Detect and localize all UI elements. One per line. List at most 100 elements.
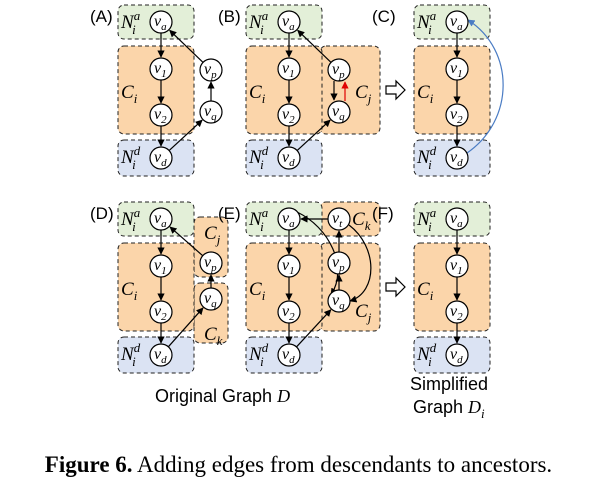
node-v1-d-circle (149, 254, 173, 278)
descendant-label-e: Nd i (248, 340, 269, 369)
node-v2-a-circle (149, 103, 173, 127)
edge-vd-vq-d (167, 307, 204, 348)
node-v1-a-label: v1 (154, 60, 167, 80)
ancestor-label-c: Na i (416, 8, 436, 37)
node-v2-e-label: v2 (282, 303, 295, 323)
node-vd-d-label: vd (154, 346, 167, 366)
descendant-label-f: Nd i (416, 340, 437, 369)
node-vd-b-circle (277, 146, 301, 170)
node-vq-a-circle (199, 100, 223, 124)
ancestor-label-e: Na i (248, 205, 268, 234)
edge-va-vq-e (296, 211, 339, 296)
node-vd-d-circle (149, 343, 173, 367)
node-vq-b-label: vq (332, 103, 345, 123)
node-va-d-label: va (154, 210, 167, 230)
node-vq-e-label: vq (332, 292, 345, 312)
node-vp-b-label: vp (332, 61, 345, 81)
node-vt-e-label: vt (332, 210, 343, 230)
node-vq-a-label: vq (204, 103, 217, 123)
node-va-c-circle (445, 10, 469, 34)
ci-label-c: Ci (417, 82, 434, 106)
panel-label-f: (F) (372, 204, 394, 223)
ci-label-d: Ci (121, 279, 138, 303)
ancestor-label-b: Na i (248, 8, 268, 37)
edge-vd-va-blue-c (466, 19, 504, 154)
node-vd-b-label: vd (282, 149, 295, 169)
node-vp-e-circle (327, 251, 351, 275)
edge-vd-vq-a (168, 119, 203, 151)
figure-diagram: va v1 v2 vd vp vq va v1 v2 vd vp vq va v1 v2 vd va v1 v2 vd… (90, 4, 504, 421)
node-vp-a-circle (199, 58, 223, 82)
node-vq-e-circle (327, 289, 351, 313)
node-v1-d-label: v1 (154, 257, 167, 277)
node-va-e-circle (277, 207, 301, 231)
node-v1-a-circle (149, 57, 173, 81)
node-va-d-circle (149, 207, 173, 231)
ci-label-e: Ci (249, 279, 266, 303)
node-vq-d-circle (199, 287, 223, 311)
node-v1-c-label: v1 (450, 60, 463, 80)
panel-label-e: (E) (218, 204, 241, 223)
panel-label-c: (C) (372, 7, 396, 26)
node-v2-a-label: v2 (154, 106, 167, 126)
node-vd-a-label: vd (154, 149, 167, 169)
node-v2-c-circle (445, 103, 469, 127)
ci-group-d (117, 242, 195, 332)
node-v2-f-circle (445, 300, 469, 324)
ci-label-a: Ci (121, 82, 138, 106)
edge-vt-vq-e (348, 224, 372, 303)
node-v1-b-label: v1 (282, 60, 295, 80)
original-graph-label: Original Graph D (155, 386, 290, 406)
ci-group-f (413, 242, 491, 332)
node-vt-e-circle (327, 207, 351, 231)
node-vp-b-circle (327, 58, 351, 82)
edge-vd-vq-b (296, 119, 331, 151)
node-v1-b-circle (277, 57, 301, 81)
ck-label-e: Ck (352, 209, 371, 233)
node-vd-e-circle (277, 343, 301, 367)
node-v2-d-label: v2 (154, 303, 167, 323)
simplified-graph-label-line2: Graph Di (413, 397, 485, 421)
descendant-label-b: Nd i (248, 143, 269, 172)
node-vd-c-label: vd (450, 149, 463, 169)
node-v1-f-label: v1 (450, 257, 463, 277)
cj-label-d: Cj (204, 223, 221, 247)
node-v1-e-label: v1 (282, 257, 295, 277)
node-v2-b-label: v2 (282, 106, 295, 126)
figure-caption: Figure 6. Adding edges from descendants … (0, 452, 597, 478)
ci-group-b (245, 45, 323, 135)
descendant-label-d: Nd i (120, 340, 141, 369)
edge-vp-va-b (297, 29, 332, 63)
panel-label-a: (A) (90, 7, 113, 26)
cj-label-e: Cj (355, 301, 372, 325)
node-v2-b-circle (277, 103, 301, 127)
node-vp-e-label: vp (332, 254, 345, 274)
node-vd-c-circle (445, 146, 469, 170)
cj-label-b: Cj (355, 82, 372, 106)
ci-group-a (117, 45, 195, 135)
node-v2-c-label: v2 (450, 106, 463, 126)
node-va-f-label: va (450, 210, 463, 230)
node-vp-a-label: vp (204, 61, 217, 81)
node-vp-d-label: vp (204, 254, 217, 274)
node-va-a-circle (149, 10, 173, 34)
node-vd-e-label: vd (282, 346, 295, 366)
node-vq-b-circle (327, 100, 351, 124)
node-v1-c-circle (445, 57, 469, 81)
node-va-c-label: va (450, 13, 463, 33)
node-va-b-label: va (282, 13, 295, 33)
node-vd-a-circle (149, 146, 173, 170)
ci-label-f: Ci (417, 279, 434, 303)
edge-vp-va-d (169, 226, 204, 257)
transform-arrow-top (385, 79, 406, 101)
node-vq-d-label: vq (204, 290, 217, 310)
node-v2-f-label: v2 (450, 303, 463, 323)
ck-label-d: Ck (204, 324, 223, 348)
node-va-f-circle (445, 207, 469, 231)
ci-group-c (413, 45, 491, 135)
node-va-b-circle (277, 10, 301, 34)
node-vd-f-label: vd (450, 346, 463, 366)
descendant-label-a: Nd i (120, 143, 141, 172)
node-vd-f-circle (445, 343, 469, 367)
transform-arrow-bottom (385, 276, 406, 298)
